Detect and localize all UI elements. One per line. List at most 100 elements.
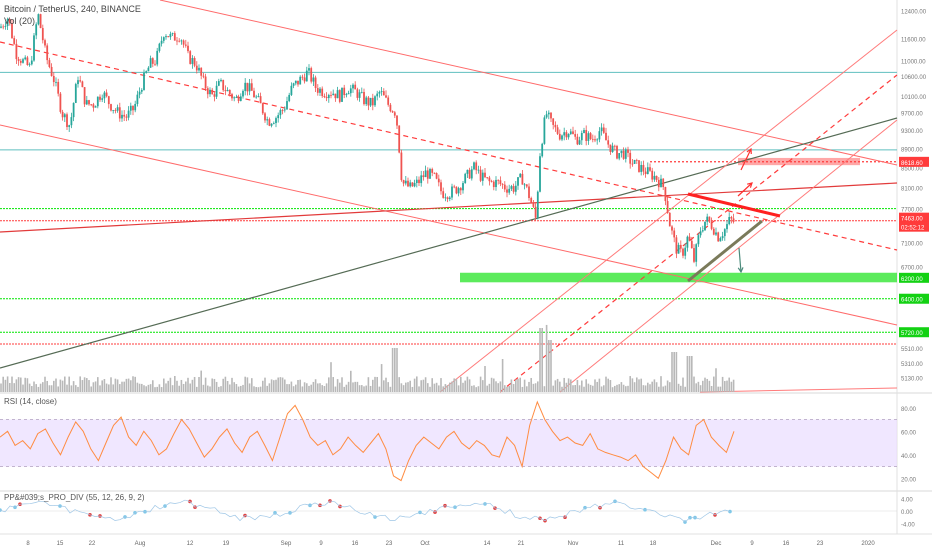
volume-bar	[90, 386, 92, 392]
candle-body	[712, 228, 715, 235]
volume-bar	[110, 377, 112, 392]
volume-bar	[435, 382, 438, 392]
volume-bar	[636, 377, 638, 392]
volume-bar	[537, 381, 539, 392]
macd-signal-dot	[728, 509, 732, 514]
volume-bar	[567, 378, 570, 392]
volume-bar	[732, 379, 735, 392]
candle-body	[297, 80, 299, 85]
volume-bar	[72, 381, 75, 392]
candle-body	[90, 104, 93, 106]
volume-bar	[213, 378, 216, 392]
volume-bar	[207, 385, 209, 392]
volume-bar	[174, 376, 176, 392]
volume-bar	[156, 386, 158, 392]
volume-bar	[160, 387, 163, 392]
candle-body	[336, 90, 339, 99]
candle-body	[690, 240, 693, 249]
volume-bar	[44, 376, 46, 392]
candle-body	[169, 33, 172, 38]
volume-bar	[497, 383, 499, 392]
candle-body	[666, 201, 669, 213]
volume-bar	[479, 376, 482, 392]
candle-body	[266, 119, 269, 121]
price-tick-label: 5130.00	[901, 376, 923, 382]
candle-body	[281, 110, 284, 111]
candle-body	[292, 83, 295, 86]
candle-body	[294, 80, 297, 84]
volume-bar	[730, 381, 733, 392]
volume-bar	[369, 385, 372, 392]
candle-body	[503, 184, 506, 190]
volume-bar	[35, 384, 37, 392]
volume-bar	[97, 377, 99, 392]
candle-body	[99, 96, 101, 100]
volume-bar	[545, 324, 548, 392]
volume-bar	[75, 385, 77, 392]
candle-body	[479, 169, 482, 181]
candle-body	[627, 149, 629, 153]
volume-bar	[218, 386, 220, 392]
candle-body	[52, 76, 55, 83]
volume-bar	[198, 377, 200, 392]
candle-body	[308, 68, 310, 71]
candle-body	[653, 175, 656, 180]
candle-body	[94, 106, 97, 108]
volume-bar	[394, 348, 396, 392]
candle-body	[517, 177, 519, 186]
volume-bar	[244, 376, 246, 392]
volume-bar	[561, 386, 563, 392]
volume-bar	[438, 385, 440, 392]
candle-body	[63, 114, 66, 118]
volume-bar	[259, 386, 262, 392]
volume-bar	[15, 379, 18, 392]
candle-body	[303, 77, 306, 82]
candle-body	[290, 85, 293, 95]
candle-body	[708, 216, 711, 222]
volume-bar	[660, 376, 662, 392]
candle-body	[677, 244, 680, 254]
candle-body	[310, 68, 313, 82]
volume-bar	[548, 340, 550, 392]
volume-bar	[587, 383, 590, 392]
macd-tick-label: 0.00	[901, 510, 913, 516]
volume-bar	[79, 376, 81, 392]
volume-bar	[662, 386, 664, 392]
volume-bar	[585, 379, 587, 392]
volume-bar	[224, 376, 227, 392]
volume-bar	[473, 385, 475, 392]
volume-bar	[697, 381, 700, 392]
volume-bar	[594, 379, 596, 392]
volume-bar	[719, 386, 722, 392]
candle-body	[189, 51, 192, 64]
volume-bar	[350, 370, 352, 392]
candle-body	[719, 238, 722, 242]
volume-bar	[680, 385, 682, 392]
volume-bar	[141, 383, 143, 392]
volume-bar	[229, 384, 231, 392]
candle-body	[576, 136, 579, 145]
candle-body	[327, 94, 330, 99]
volume-bar	[235, 384, 238, 392]
volume-bar	[605, 376, 607, 392]
volume-bar	[123, 381, 125, 392]
price-tag-label: 02:52:12	[901, 226, 925, 232]
volume-bar	[644, 385, 647, 392]
volume-bar	[372, 379, 374, 392]
candle-body	[671, 226, 673, 231]
candle-body	[145, 71, 148, 73]
price-tag-label: 7463.00	[901, 217, 923, 223]
candle-body	[521, 173, 524, 185]
candle-body	[587, 133, 590, 141]
volume-bar	[655, 382, 658, 392]
candle-body	[433, 172, 436, 174]
volume-bar	[405, 382, 407, 392]
volume-bar	[321, 385, 323, 392]
candle-body	[605, 132, 607, 141]
candle-body	[431, 169, 434, 173]
candle-body	[613, 145, 616, 147]
volume-bar	[653, 379, 656, 392]
volume-bar	[273, 380, 275, 392]
candle-body	[638, 160, 640, 172]
